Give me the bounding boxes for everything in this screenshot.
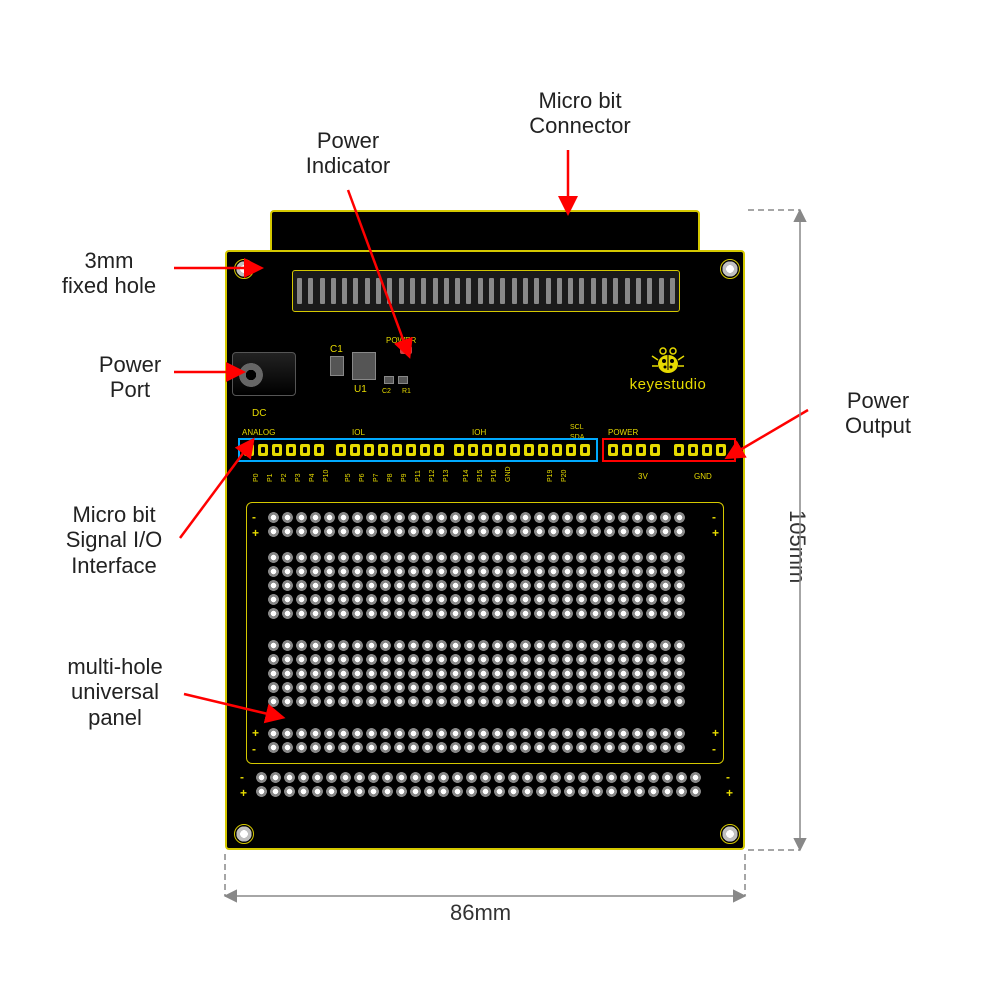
pin-label: P10 [323,470,330,482]
power-led [400,346,412,354]
connector-riser [270,210,700,254]
proto-sign: + [712,726,719,740]
label-fixed-hole: 3mmfixed hole [44,248,174,299]
proto-sign: + [712,526,719,540]
proto-bot-rail [268,728,685,753]
silk-text: R1 [402,388,411,395]
brand-logo: keyestudio [618,344,718,393]
label-power-port: PowerPort [80,352,180,403]
label-power-indicator: PowerIndicator [288,128,408,179]
silk-text: ANALOG [242,428,275,437]
proto-top-rail [268,512,685,537]
pin-label: P19 [547,470,554,482]
pin-label: P2 [281,473,288,482]
proto-sign: + [252,726,259,740]
proto-sign: + [252,526,259,540]
proto-sign: - [712,742,716,756]
silk-text: POWER [608,428,638,437]
pin-label: P8 [387,473,394,482]
pin-label: P5 [345,473,352,482]
screw-hole [720,824,740,844]
silk-text: DC [252,408,266,419]
pin-label: P0 [253,473,260,482]
header-3v [608,442,660,458]
silk-text: SDA [570,434,584,441]
silk-text: GND [694,472,712,481]
dc-jack [232,352,296,396]
pin-label: P6 [359,473,366,482]
proto-sign: - [252,742,256,756]
silk-text: C1 [330,344,343,355]
dim-width: 86mm [450,900,511,926]
pin-label: P3 [295,473,302,482]
proto-sign: - [252,510,256,524]
screw-hole [234,259,254,279]
pin-label: P14 [463,470,470,482]
pin-label: P11 [415,470,422,482]
pin-label: P12 [429,470,436,482]
proto-sign: - [726,770,730,784]
label-power-output: PowerOutput [818,388,938,439]
proto-sign: + [726,786,733,800]
pin-label: P13 [443,470,450,482]
smd-part [384,376,394,384]
proto-sign: + [240,786,247,800]
dim-height: 105mm [784,510,810,583]
header-analog [244,442,324,458]
pin-label: P16 [491,470,498,482]
label-universal-panel: multi-holeuniversalpanel [50,654,180,730]
proto-sign: - [712,510,716,524]
silk-text: POWER [386,336,416,345]
pin-label: P7 [373,473,380,482]
diagram-stage: keyestudio DC C1 U1 POWER C2 R1 ANALOG IOL IOH SC… [0,0,1000,1000]
proto-sign: - [240,770,244,784]
pin-label: P15 [477,470,484,482]
screw-hole [234,824,254,844]
proto-frame [246,502,724,764]
silk-text: U1 [354,384,367,395]
proto-outer-rail [256,772,701,797]
silk-text: 3V [638,472,648,481]
pin-label: GND [505,466,512,482]
header-ioh [454,442,590,458]
pin-label: P4 [309,473,316,482]
pin-label: P1 [267,473,274,482]
silk-text: SCL [570,424,584,431]
silk-text: C2 [382,388,391,395]
microbit-slot [292,270,680,312]
silk-text: IOH [472,428,486,437]
label-signal-io: Micro bitSignal I/OInterface [44,502,184,578]
smd-part [352,352,376,380]
header-iol [336,442,444,458]
silk-text: IOL [352,428,365,437]
brand-text: keyestudio [630,376,707,393]
label-microbit-connector: Micro bitConnector [500,88,660,139]
smd-part [398,376,408,384]
smd-part [330,356,344,376]
header-gnd [674,442,726,458]
pin-label: P20 [561,470,568,482]
proto-block-b [268,640,685,707]
proto-block-a [268,552,685,619]
screw-hole [720,259,740,279]
pin-label: P9 [401,473,408,482]
